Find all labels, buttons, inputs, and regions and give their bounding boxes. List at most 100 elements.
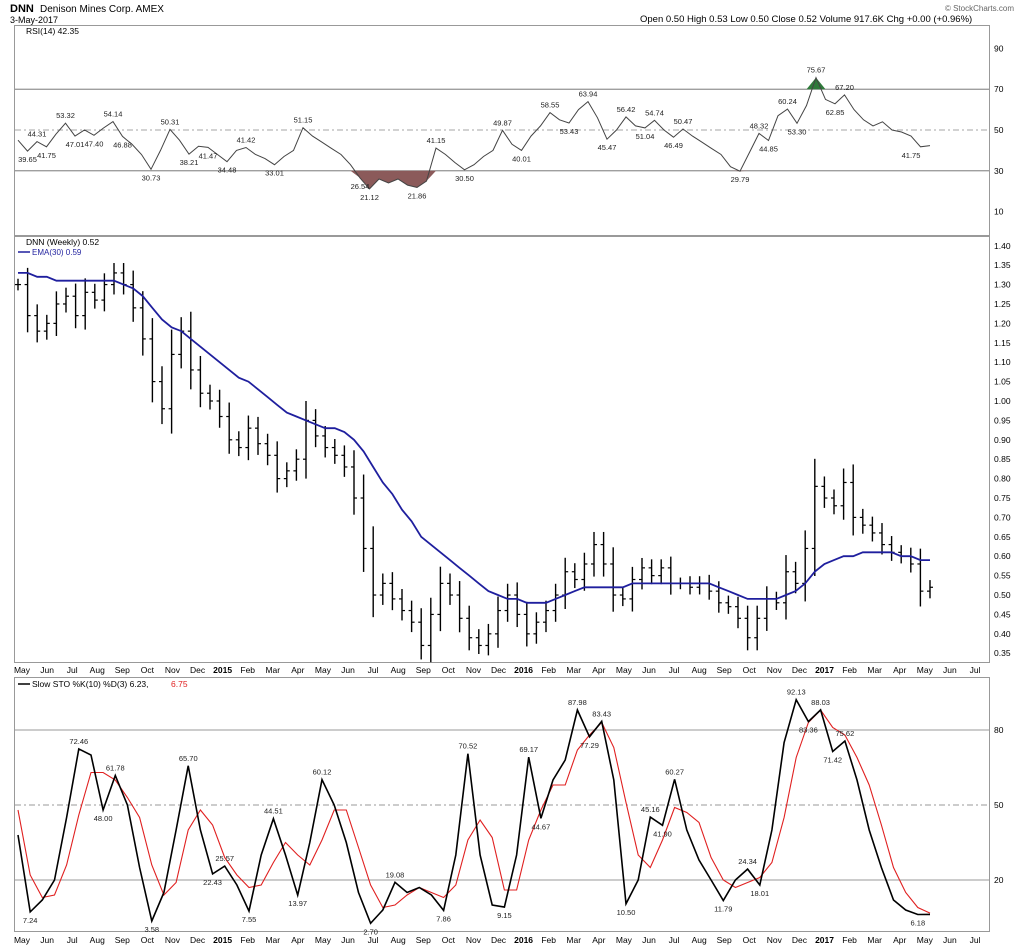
x-tick-label: Oct [743,935,757,945]
sto-data-label: 65.70 [179,754,198,763]
sto-data-label: 3.58 [144,925,159,934]
x-tick-label: Apr [291,665,304,675]
sto-data-label: 88.03 [811,698,830,707]
rsi-tick-label: 90 [994,43,1004,53]
price-tick-label: 1.15 [994,338,1011,348]
sto-data-label: 41.90 [653,829,672,838]
price-plot: 0.35 0.40 0.45 0.50 0.55 0.60 0.65 0.70 0.75 0.80… [15,241,1011,663]
x-tick-label: Sep [416,935,431,945]
rsi-data-label: 30.73 [142,173,161,182]
x-tick-label: Aug [90,665,105,675]
x-tick-label: 2016 [514,935,533,945]
x-tick-label: 2017 [815,935,834,945]
x-tick-label: May [14,935,31,945]
rsi-data-label: 41.75 [902,151,921,160]
sto-data-label: 6.18 [911,919,926,928]
x-tick-label: Sep [115,665,130,675]
sto-data-label: 77.29 [580,741,599,750]
sto-k-line [17,697,931,925]
x-axis-bottom: May Jun Jul Aug Sep Oct Nov Dec 2015 Feb Mar Apr May… [14,935,981,945]
x-tick-label: Mar [867,935,882,945]
x-axis-middle: May Jun Jul Aug Sep Oct Nov Dec 2015 Feb Mar Apr May… [14,665,981,675]
price-tick-label: 1.35 [994,260,1011,270]
x-tick-label: Apr [291,935,304,945]
sto-data-label: 61.78 [106,764,125,773]
price-tick-label: 0.40 [994,629,1011,639]
rsi-data-label: 41.15 [427,136,446,145]
rsi-data-label: 45.47 [598,143,617,152]
x-tick-label: Jun [943,935,957,945]
stochastic-panel [14,677,990,932]
x-tick-label: Jun [341,665,355,675]
rsi-data-label: 67.20 [835,83,854,92]
x-tick-label: Oct [743,665,757,675]
price-tick-label: 0.50 [994,590,1011,600]
x-tick-label: 2015 [213,665,232,675]
x-tick-label: Apr [592,935,605,945]
rsi-title: RSI(14) 42.35 [26,26,79,36]
price-tick-label: 0.70 [994,512,1011,522]
x-tick-label: Sep [717,665,732,675]
sto-data-label: 71.42 [823,755,842,764]
price-tick-label: 1.25 [994,299,1011,309]
rsi-data-label: 46.49 [664,141,683,150]
x-tick-label: Feb [842,665,857,675]
sto-data-label: 7.24 [23,916,38,925]
rsi-data-label: 41.75 [37,151,56,160]
quote-summary: Open 0.50 High 0.53 Low 0.50 Close 0.52 … [640,14,972,25]
price-tick-label: 0.85 [994,454,1011,464]
x-tick-label: Jun [341,935,355,945]
company-name: Denison Mines Corp. AMEX [40,4,164,15]
sto-data-label: 45.16 [641,805,660,814]
price-tick-label: 1.40 [994,241,1011,251]
sto-data-label: 60.27 [665,767,684,776]
x-tick-label: Sep [416,665,431,675]
x-tick-label: Aug [391,665,406,675]
rsi-data-label: 48.32 [750,121,769,130]
price-tick-label: 1.10 [994,357,1011,367]
rsi-data-label: 44.85 [759,145,778,154]
rsi-line [17,76,931,190]
rsi-panel [14,25,990,236]
rsi-data-label: 62.85 [826,108,845,117]
rsi-tick-label: 50 [994,125,1004,135]
sto-data-label: 83.36 [799,726,818,735]
sto-data-label: 19.08 [386,870,405,879]
price-tick-label: 0.90 [994,435,1011,445]
rsi-tick-label: 70 [994,84,1004,94]
x-tick-label: Jul [669,665,680,675]
x-tick-label: Sep [115,935,130,945]
sto-data-label: 60.12 [313,768,332,777]
rsi-data-label: 39.65 [18,155,37,164]
rsi-data-label: 40.01 [512,154,531,163]
rsi-data-label: 21.86 [408,191,427,200]
sto-data-label: 9.15 [497,911,512,920]
rsi-tick-label: 10 [994,207,1004,217]
symbol: DNN [10,3,34,15]
rsi-data-label: 29.79 [731,175,750,184]
sto-data-label: 13.97 [288,899,307,908]
x-tick-label: Jul [67,665,78,675]
price-tick-label: 0.35 [994,648,1011,658]
x-tick-label: Mar [566,665,581,675]
x-tick-label: 2016 [514,665,533,675]
x-tick-label: Nov [165,935,181,945]
stochastic-plot: 20 50 80 7.24 72.46 48.00 61.78 3.58 65.70 22.43 2… [15,688,1004,936]
rsi-data-label: 54.14 [104,110,123,119]
price-tick-label: 0.60 [994,551,1011,561]
x-tick-label: Jun [40,665,54,675]
ema-legend: EMA(30) 0.59 [32,248,82,257]
x-tick-label: Jul [970,665,981,675]
sto-data-label: 48.00 [94,814,113,823]
rsi-data-label: 33.01 [265,169,284,178]
x-tick-label: Nov [165,665,181,675]
sto-data-label: 70.52 [459,742,478,751]
sto-data-label: 44.67 [531,822,550,831]
x-tick-label: Sep [717,935,732,945]
x-tick-label: Jun [943,665,957,675]
price-tick-label: 0.45 [994,609,1011,619]
x-tick-label: Dec [491,935,507,945]
x-tick-label: Jul [368,665,379,675]
x-tick-label: May [917,935,934,945]
sto-d-value: 6.75 [171,679,188,689]
